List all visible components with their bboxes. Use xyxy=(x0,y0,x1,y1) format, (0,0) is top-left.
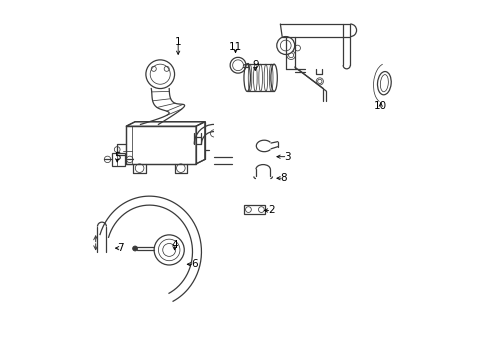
Ellipse shape xyxy=(377,72,390,95)
Text: 3: 3 xyxy=(284,152,290,162)
Polygon shape xyxy=(126,126,196,164)
Text: 8: 8 xyxy=(280,173,286,183)
Text: 1: 1 xyxy=(175,37,181,47)
Text: 7: 7 xyxy=(117,243,124,253)
Text: 11: 11 xyxy=(228,42,242,52)
Circle shape xyxy=(145,60,174,89)
Text: 4: 4 xyxy=(171,239,178,249)
Ellipse shape xyxy=(244,64,250,91)
Polygon shape xyxy=(126,122,204,126)
Circle shape xyxy=(154,235,184,265)
Polygon shape xyxy=(244,205,265,214)
Text: 10: 10 xyxy=(373,102,386,112)
Circle shape xyxy=(132,246,137,251)
Circle shape xyxy=(276,37,294,54)
Circle shape xyxy=(104,156,110,163)
Bar xyxy=(112,153,125,166)
Circle shape xyxy=(126,156,133,163)
Text: 9: 9 xyxy=(251,60,258,70)
Polygon shape xyxy=(196,122,204,164)
Text: 5: 5 xyxy=(114,152,120,162)
Text: 2: 2 xyxy=(267,206,274,216)
Text: 6: 6 xyxy=(191,259,197,269)
